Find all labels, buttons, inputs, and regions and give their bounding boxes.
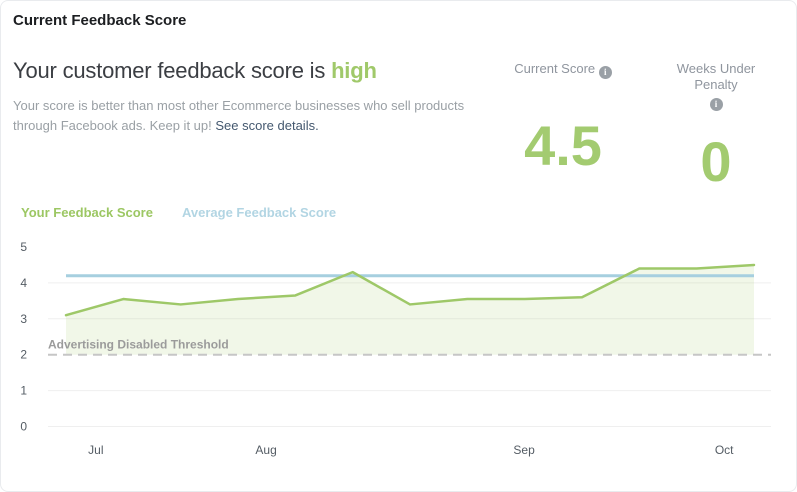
score-status: high [331,58,377,83]
weeks-info-row: i [654,93,778,111]
x-tick-label: Jul [88,443,103,457]
description: Your score is better than most other Eco… [13,96,471,136]
threshold-label: Advertising Disabled Threshold [48,338,229,352]
y-tick-label: 0 [20,420,27,434]
weeks-under-penalty-stat: Weeks Under Penalty i 0 [654,61,778,190]
y-tick-label: 1 [20,384,27,398]
legend-average-feedback-score[interactable]: Average Feedback Score [181,205,337,220]
current-score-value: 4.5 [524,114,602,177]
current-score-stat: Current Score i 4.5 [504,61,622,174]
page-title: Current Feedback Score [13,12,187,29]
see-score-details-link[interactable]: See score details. [215,118,319,133]
feedback-chart-svg: Advertising Disabled Threshold 0 1 2 3 4 5 Jul A… [20,240,771,457]
y-tick-label: 3 [20,312,27,326]
chart-legend: Your Feedback Score Average Feedback Sco… [21,205,336,220]
description-text: Your score is better than most other Eco… [13,98,465,133]
y-tick-label: 4 [20,276,27,290]
info-icon[interactable]: i [598,66,612,79]
current-score-label-row: Current Score i [504,61,622,79]
headline: Your customer feedback score is high [13,58,377,84]
weeks-under-penalty-label: Weeks Under Penalty [676,61,756,92]
x-tick-label: Oct [715,443,734,457]
legend-your-feedback-score[interactable]: Your Feedback Score [21,205,153,220]
x-tick-label: Aug [255,443,276,457]
info-icon[interactable]: i [709,98,723,111]
y-tick-label: 2 [20,348,27,362]
y-tick-label: 5 [20,240,27,254]
current-score-label: Current Score [514,61,596,76]
headline-text: Your customer feedback score is [13,58,332,83]
feedback-chart: Advertising Disabled Threshold 0 1 2 3 4 5 Jul A… [1,223,796,491]
your-score-line [64,263,756,317]
x-tick-label: Sep [513,443,535,457]
weeks-under-penalty-value: 0 [700,130,732,193]
score-area-fill [66,264,754,355]
